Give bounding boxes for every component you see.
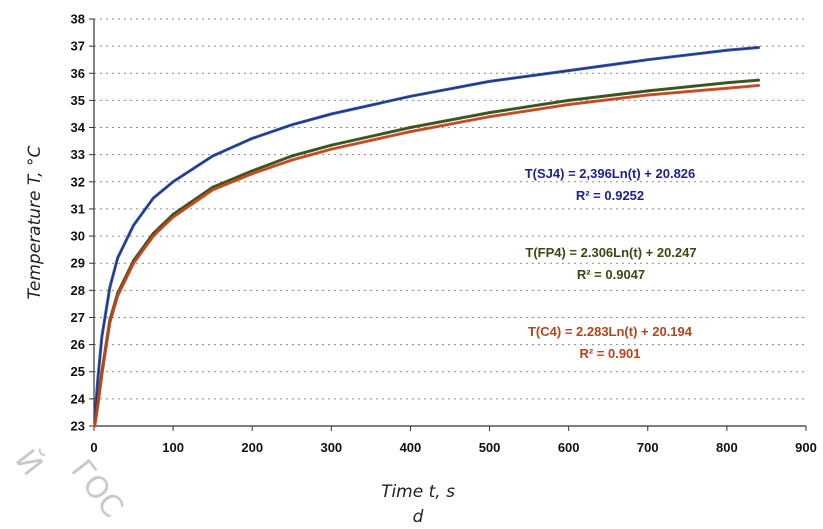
fit-annotations: T(SJ4) = 2,396Ln(t) + 20.826 R² = 0.9252… xyxy=(525,166,697,361)
watermark-text: ГОС xyxy=(64,453,130,524)
data-point xyxy=(567,103,571,106)
data-point xyxy=(132,223,136,227)
data-point xyxy=(757,78,760,82)
fit-line-sj4 xyxy=(94,46,759,418)
fit-equation-fp4: T(FP4) = 2.306Ln(t) + 20.247 xyxy=(525,245,696,260)
data-point xyxy=(757,46,760,49)
y-tick-label: 30 xyxy=(71,229,85,244)
x-tick-label: 800 xyxy=(716,440,738,455)
series-line-sj4 xyxy=(93,46,760,420)
data-point xyxy=(409,130,412,134)
y-tick-label: 27 xyxy=(71,310,85,325)
data-point xyxy=(725,86,729,90)
y-tick-label: 35 xyxy=(71,93,85,108)
fit-equation-sj4: T(SJ4) = 2,396Ln(t) + 20.826 xyxy=(525,166,696,181)
r-squared-fp4: R² = 0.9047 xyxy=(577,267,645,282)
r-squared-sj4: R² = 0.9252 xyxy=(576,188,644,203)
data-point xyxy=(100,373,104,376)
x-axis-title: Time t, s xyxy=(381,482,455,502)
y-tick-label: 37 xyxy=(71,39,85,54)
y-tick-label: 24 xyxy=(71,391,86,406)
data-point xyxy=(409,94,412,98)
data-point xyxy=(96,375,100,379)
x-tick-label: 200 xyxy=(241,440,263,455)
data-point xyxy=(108,321,112,325)
x-tick-label: 900 xyxy=(795,440,817,455)
y-tick-label: 25 xyxy=(71,364,85,379)
r-squared-c4: R² = 0.901 xyxy=(579,346,640,361)
data-point xyxy=(116,256,120,260)
y-tick-label: 32 xyxy=(71,174,85,189)
data-point xyxy=(290,158,294,162)
x-tick-label: 600 xyxy=(558,440,580,455)
data-point xyxy=(646,89,650,93)
data-point xyxy=(211,185,215,189)
data-point xyxy=(171,180,175,184)
y-tick-label: 29 xyxy=(71,256,85,271)
series-lines xyxy=(93,46,760,428)
data-point xyxy=(488,80,491,83)
x-tick-label: 300 xyxy=(320,440,342,455)
data-point xyxy=(409,126,412,129)
data-point xyxy=(488,115,491,119)
x-tick-label: 700 xyxy=(637,440,659,455)
y-tick-label: 34 xyxy=(71,120,86,135)
y-axis-title: Temperature T, °C xyxy=(25,145,45,299)
data-point xyxy=(567,69,571,72)
data-point xyxy=(250,137,254,140)
data-point xyxy=(725,81,729,85)
data-point xyxy=(757,84,760,87)
y-tick-label: 36 xyxy=(71,66,85,81)
data-point xyxy=(100,335,104,338)
data-point xyxy=(250,172,254,176)
data-point xyxy=(329,112,333,116)
x-tick-label: 0 xyxy=(90,440,97,455)
data-point xyxy=(290,123,294,127)
data-point xyxy=(96,402,100,406)
data-point xyxy=(108,286,112,289)
data-point xyxy=(329,147,333,151)
x-tick-label: 100 xyxy=(162,440,184,455)
y-tick-label: 33 xyxy=(71,147,85,162)
panel-label: d xyxy=(413,507,424,527)
data-point xyxy=(646,93,650,97)
data-point xyxy=(646,58,650,62)
data-point xyxy=(488,111,491,114)
data-point xyxy=(329,143,333,147)
data-point xyxy=(151,196,155,200)
y-tick-label: 26 xyxy=(71,337,85,352)
watermark-text: Й xyxy=(8,443,50,483)
data-point xyxy=(116,294,120,298)
y-tick-label: 28 xyxy=(71,283,85,298)
fit-line-c4 xyxy=(94,84,759,427)
y-tick-label: 31 xyxy=(71,201,85,216)
x-tick-label: 500 xyxy=(479,440,501,455)
data-point xyxy=(132,261,136,265)
data-point xyxy=(211,188,215,192)
data-point xyxy=(250,169,254,173)
fit-equation-c4: T(C4) = 2.283Ln(t) + 20.194 xyxy=(528,324,693,339)
data-point xyxy=(151,234,155,238)
grid xyxy=(94,18,806,400)
data-point xyxy=(211,154,215,158)
tick-labels: 23 24 25 26 27 28 29 30 31 32 33 34 35 36 37 38 0 100 200 3… xyxy=(71,12,817,456)
data-point xyxy=(290,154,294,158)
y-tick-label: 23 xyxy=(71,419,85,434)
data-point xyxy=(567,99,571,102)
data-point xyxy=(93,424,97,428)
data-point xyxy=(171,215,175,219)
y-tick-label: 38 xyxy=(71,12,85,27)
axes xyxy=(89,18,807,431)
watermark: Й ГОС xyxy=(8,443,130,525)
x-tick-label: 400 xyxy=(400,440,422,455)
data-point xyxy=(725,48,729,52)
